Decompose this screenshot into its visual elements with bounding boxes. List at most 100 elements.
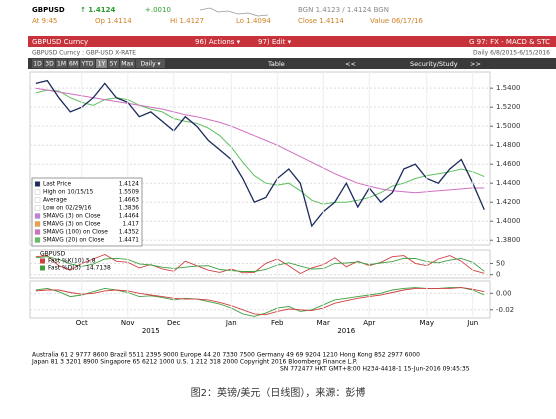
bid-ask: BGN 1.4123 / 1.4124 BGN xyxy=(298,6,389,14)
legend-swatch xyxy=(34,205,41,211)
legend-swatch xyxy=(34,197,41,203)
y-tick-label: 0.00 xyxy=(496,289,512,297)
legend-value: 1.4471 xyxy=(119,238,140,244)
stoch-area xyxy=(29,249,491,279)
legend-swatch xyxy=(34,181,41,187)
legend-label: SMAVG (20) on Close xyxy=(43,238,105,244)
legend-label: Last Price xyxy=(43,182,71,188)
legend-label: Low on 02/29/16 xyxy=(43,206,92,212)
y-tick-label: 1.5400 xyxy=(496,84,521,92)
at: At 9:45 xyxy=(32,17,57,25)
last: ↑ 1.4124 xyxy=(80,6,115,14)
legend-box xyxy=(31,177,143,247)
legend-value: 1.4352 xyxy=(119,230,140,236)
legend-swatch xyxy=(34,213,41,219)
footer-line: Japan 81 3 3201 8900 Singapore 65 6212 1… xyxy=(31,359,358,366)
subtitle: GBPUSD Curncy : GBP-USD X-RATE xyxy=(32,50,136,57)
toolbar-forward[interactable]: >> xyxy=(470,60,481,68)
y-tick-label: 1.4000 xyxy=(496,217,521,225)
macd-area xyxy=(29,280,491,319)
year-label: 2015 xyxy=(142,327,160,335)
x-tick-label: Jun xyxy=(466,319,478,327)
legend-label: Fast %K(10) xyxy=(48,258,84,265)
toolbar-button[interactable] xyxy=(56,59,67,68)
toolbar-button[interactable] xyxy=(44,59,55,68)
range: Daily 6/8/2015-6/15/2016 xyxy=(473,50,550,57)
legend-swatch xyxy=(34,229,41,235)
y-tick-label: 50 xyxy=(496,259,505,267)
series-line xyxy=(35,79,485,228)
year-label: 2016 xyxy=(337,327,355,335)
stoch-title: GBPUSD xyxy=(40,251,66,258)
symbol: GBPUSD xyxy=(32,6,65,14)
legend-swatch xyxy=(34,221,41,227)
legend-label: EMAVG (3) on Close xyxy=(43,222,101,228)
legend-label: SMAVG (100) on Close xyxy=(43,230,108,236)
y-tick-label: 1.4400 xyxy=(496,179,521,187)
legend-value: 1.4124 xyxy=(119,182,140,188)
toolbar-back[interactable]: << xyxy=(345,60,356,68)
legend-value: 5.8 xyxy=(86,258,96,265)
toolbar-label[interactable]: 3D xyxy=(45,61,54,68)
legend-value: 1.417 xyxy=(122,222,139,228)
legend-value: 1.3836 xyxy=(119,206,140,212)
legend-label: SMAVG (3) on Close xyxy=(43,214,101,220)
series-line xyxy=(35,87,485,194)
edit[interactable]: 97) Edit ▾ xyxy=(258,38,292,46)
actions[interactable]: 96) Actions ▾ xyxy=(195,38,241,46)
toolbar-button[interactable] xyxy=(80,59,95,68)
sparkline xyxy=(199,7,269,17)
legend-swatch xyxy=(34,189,41,195)
toolbar-label[interactable]: YTD xyxy=(81,61,94,68)
security[interactable]: GBPUSD Curncy xyxy=(32,38,88,46)
toolbar-button[interactable] xyxy=(120,59,135,68)
open: Op 1.4114 xyxy=(95,17,132,25)
legend-swatch xyxy=(40,265,45,271)
toolbar-button[interactable] xyxy=(108,59,119,68)
series-line xyxy=(35,254,485,275)
low: Lo 1.4094 xyxy=(236,17,271,25)
legend-label: Fast %D(3) xyxy=(48,265,81,272)
toolbar-label[interactable]: 6M xyxy=(69,61,78,68)
x-tick-label: Mar xyxy=(317,319,330,327)
toolbar-button[interactable] xyxy=(96,59,107,68)
x-tick-label: Feb xyxy=(271,319,284,327)
y-tick-label: 1.4600 xyxy=(496,160,521,168)
x-tick-label: Nov xyxy=(121,319,135,327)
x-tick-label: May xyxy=(420,319,434,327)
toolbar-label[interactable]: Daily ▾ xyxy=(140,61,160,68)
high: Hi 1.4127 xyxy=(170,17,204,25)
y-tick-label: 1.4800 xyxy=(496,141,521,149)
toolbar-label[interactable]: 1D xyxy=(33,61,42,68)
series-line xyxy=(35,287,485,316)
function: G 97: FX - MACD & STC xyxy=(469,38,550,46)
y-tick-label: -0.02 xyxy=(496,306,514,314)
toolbar-button[interactable] xyxy=(32,59,43,68)
y-tick-label: 1.4200 xyxy=(496,198,521,206)
menu-bar xyxy=(28,36,556,47)
legend-value: 14.7138 xyxy=(86,265,111,272)
y-tick-label: 0 xyxy=(496,271,500,279)
legend-swatch xyxy=(34,237,41,243)
toolbar-label[interactable]: 1Y xyxy=(98,61,106,68)
legend-value: 1.5509 xyxy=(119,190,140,196)
y-tick-label: 1.3800 xyxy=(496,236,521,244)
toolbar-label[interactable]: Max xyxy=(121,61,134,68)
close: Close 1.4114 xyxy=(298,17,344,25)
toolbar-button[interactable] xyxy=(68,59,79,68)
x-tick-label: Apr xyxy=(363,319,375,327)
toolbar-study[interactable]: Security/Study xyxy=(410,60,458,68)
toolbar xyxy=(28,58,556,69)
x-tick-label: Dec xyxy=(167,319,181,327)
series-line xyxy=(35,89,485,205)
footer-line: SN 772477 HKT GMT+8:00 H234-4418-1 15-Ju… xyxy=(280,366,470,373)
y-tick-label: 1.5000 xyxy=(496,122,521,130)
x-tick-label: Jan xyxy=(225,319,237,327)
toolbar-table[interactable]: Table xyxy=(267,60,285,68)
toolbar-label[interactable]: 5Y xyxy=(110,61,118,68)
legend-label: High on 10/15/15 xyxy=(43,190,94,196)
legend-value: 1.4663 xyxy=(119,198,140,204)
toolbar-button[interactable] xyxy=(136,59,165,68)
toolbar-label[interactable]: 1M xyxy=(57,61,66,68)
